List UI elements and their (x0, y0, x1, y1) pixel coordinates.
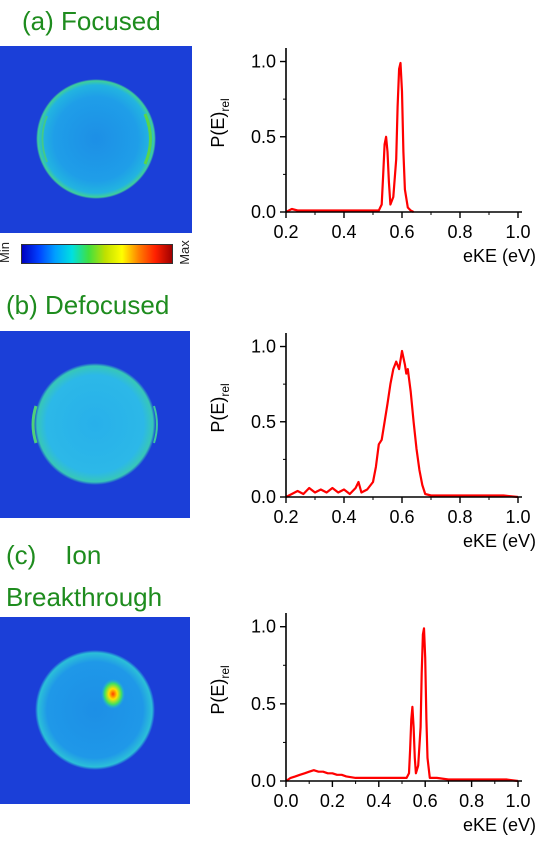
x-axis-label: eKE (eV) (463, 246, 536, 266)
panel-c-title-line2: Breakthrough (6, 582, 163, 612)
y-axis-label: P(E)rel (208, 98, 232, 147)
series-line-0 (285, 61, 415, 213)
x-tick-label: 1.0 (505, 507, 530, 527)
y-tick-label: 0.5 (251, 127, 276, 147)
x-tick-label: 0.6 (413, 791, 438, 811)
chart-b: 0.0 0.5 1.0 0.2 0.4 0.6 0.8 1.0 eKE (eV) P(E)rel (208, 333, 536, 551)
x-tick-label: 0.8 (447, 222, 472, 242)
chart-a: 0.0 0.5 1.0 0.2 0.4 0.6 0.8 1.0 eKE (eV) P(E)rel (208, 48, 536, 266)
x-axis-label: eKE (eV) (463, 815, 536, 835)
y-tick-label: 0.0 (251, 771, 276, 791)
x-tick-label: 0.6 (389, 507, 414, 527)
colorbar-min-label: Min (0, 242, 12, 263)
panel-b-title: (b) Defocused (6, 290, 170, 320)
x-tick-label: 0.0 (273, 791, 298, 811)
panel-b-image (0, 331, 190, 518)
y-tick-label: 1.0 (251, 617, 276, 637)
y-tick-label: 1.0 (251, 337, 276, 357)
y-axis-label: P(E)rel (208, 665, 232, 714)
panel-c-image (0, 617, 190, 804)
panel-a-title: (a) Focused (22, 6, 161, 36)
panel-a-detector-image (36, 79, 156, 199)
panel-b-detector-image (31, 363, 158, 485)
y-tick-label: 0.5 (251, 694, 276, 714)
colorbar (21, 244, 173, 264)
panel-c-detector-image (35, 650, 155, 770)
y-axis-label: P(E)rel (208, 383, 232, 432)
x-tick-label: 0.4 (331, 222, 356, 242)
series-line-0 (285, 627, 519, 783)
chart-c: 0.0 0.5 1.0 0.0 0.2 0.4 0.6 0.8 1.0 eKE (eV) P(E)r… (208, 613, 536, 835)
panel-c-title-line1: (c) Ion (6, 540, 102, 570)
x-tick-label: 0.2 (320, 791, 345, 811)
x-tick-label: 0.8 (459, 791, 484, 811)
x-axis-label: eKE (eV) (463, 531, 536, 551)
y-tick-label: 0.0 (251, 202, 276, 222)
x-tick-label: 0.2 (273, 507, 298, 527)
series-line-0 (285, 349, 519, 499)
x-tick-label: 1.0 (505, 222, 530, 242)
x-tick-label: 0.8 (447, 507, 472, 527)
y-tick-label: 0.0 (251, 487, 276, 507)
colorbar-max-label: Max (176, 240, 192, 265)
y-tick-label: 1.0 (251, 52, 276, 72)
panel-a-image (0, 46, 192, 233)
x-tick-label: 0.6 (389, 222, 414, 242)
x-tick-label: 1.0 (505, 791, 530, 811)
x-tick-label: 0.4 (366, 791, 391, 811)
y-tick-label: 0.5 (251, 412, 276, 432)
x-tick-label: 0.4 (331, 507, 356, 527)
x-tick-label: 0.2 (273, 222, 298, 242)
